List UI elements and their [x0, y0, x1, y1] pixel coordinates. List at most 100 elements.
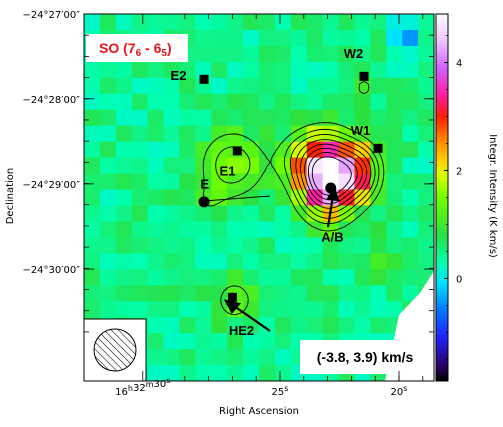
- heatmap-cell: [290, 125, 308, 143]
- heatmap-cell: [211, 61, 228, 79]
- heatmap-cell: [402, 45, 419, 63]
- heatmap-cell: [163, 317, 181, 334]
- heatmap-cell: [274, 45, 292, 63]
- heatmap-cell: [274, 221, 292, 238]
- contour-level: [202, 81, 385, 316]
- heatmap-cell: [290, 77, 308, 95]
- heatmap-cell: [99, 157, 117, 175]
- heatmap-cell: [386, 221, 403, 238]
- heatmap-cell: [274, 301, 292, 318]
- y-axis-title: Declination: [5, 168, 16, 225]
- heatmap-cell: [227, 317, 244, 334]
- heatmap-cell: [418, 237, 434, 254]
- heatmap-cell: [274, 157, 292, 175]
- heatmap-cell: [354, 237, 371, 254]
- heatmap-cell: [338, 77, 356, 95]
- contour-level: [304, 147, 363, 205]
- heatmap-cell: [322, 29, 340, 47]
- colorbar-tick-label: 4: [456, 59, 462, 70]
- heatmap-cell: [211, 333, 228, 350]
- heatmap-cell: [163, 269, 181, 286]
- heatmap-cell: [147, 301, 165, 318]
- heatmap-cell: [306, 109, 324, 127]
- heatmap-cell: [290, 317, 308, 334]
- heatmap-cell: [227, 173, 244, 191]
- heatmap-cell: [195, 301, 212, 318]
- heatmap-cell: [243, 157, 260, 175]
- heatmap-cell: [227, 109, 244, 127]
- heatmap-cell: [386, 14, 403, 31]
- heatmap-cell: [386, 205, 403, 223]
- heatmap-cell: [131, 237, 149, 254]
- heatmap-cell: [131, 269, 149, 286]
- heatmap-cell: [131, 93, 149, 111]
- heatmap-cell: [147, 221, 165, 238]
- heatmap-cell: [243, 61, 260, 79]
- heatmap-cell: [147, 125, 165, 143]
- heatmap-cell: [131, 77, 149, 95]
- heatmap-cell: [274, 29, 292, 47]
- heatmap-cell: [370, 269, 387, 286]
- heatmap-cell: [322, 301, 340, 318]
- heatmap-cell: [147, 77, 165, 95]
- heatmap-cell: [211, 317, 228, 334]
- heatmap-cell: [243, 141, 260, 159]
- x-axis-title: Right Ascension: [219, 406, 299, 417]
- heatmap-cell: [274, 237, 292, 254]
- heatmap-cell: [354, 77, 371, 95]
- heatmap-cell: [179, 205, 196, 223]
- x-tick-unit: s: [403, 384, 407, 393]
- heatmap-cell: [322, 269, 340, 286]
- heatmap-cell: [354, 269, 371, 286]
- heatmap-cell: [179, 301, 196, 318]
- beam-box: [83, 318, 147, 382]
- heatmap-cell: [274, 93, 292, 111]
- heatmap-cell: [115, 269, 133, 286]
- heatmap-cell: [386, 29, 403, 47]
- heatmap-cell: [306, 269, 324, 286]
- heatmap-cell: [243, 253, 260, 270]
- heatmap-cell: [211, 205, 228, 223]
- heatmap-cell: [370, 301, 387, 318]
- heatmap-cell: [115, 301, 133, 318]
- heatmap-cell: [211, 141, 228, 159]
- heatmap-cell: [163, 205, 181, 223]
- heatmap-cell: [402, 14, 419, 31]
- heatmap-cell: [386, 61, 403, 79]
- heatmap-cell: [115, 189, 133, 207]
- heatmap-cell: [402, 205, 419, 223]
- heatmap-cell: [259, 141, 276, 159]
- heatmap-cell: [338, 29, 356, 47]
- heatmap-cell: [259, 109, 276, 127]
- heatmap-cell: [115, 141, 133, 159]
- heatmap-cell: [259, 349, 276, 366]
- heatmap-cell: [99, 77, 117, 95]
- heatmap-cell: [274, 61, 292, 79]
- heatmap-cell: [115, 285, 133, 302]
- heatmap-cell: [84, 61, 101, 79]
- heatmap-cell: [195, 253, 212, 270]
- heatmap-cell: [179, 349, 196, 366]
- heatmap-cell: [259, 365, 276, 381]
- heatmap-cell: [370, 189, 387, 207]
- heatmap-cell: [179, 157, 196, 175]
- heatmap-cell: [322, 253, 340, 270]
- heatmap-cell: [195, 14, 212, 31]
- heatmap-cell: [386, 237, 403, 254]
- arrow-ab-head: [326, 185, 340, 202]
- heatmap-cell: [211, 221, 228, 238]
- heatmap-cell: [259, 45, 276, 63]
- heatmap-cell: [163, 301, 181, 318]
- heatmap-cell: [370, 237, 387, 254]
- heatmap-cell: [402, 77, 419, 95]
- x-tick-label: 16h32m30s: [115, 376, 170, 398]
- heatmap-cell: [99, 205, 117, 223]
- heatmap-cell: [227, 157, 244, 175]
- heatmap-cell: [386, 45, 403, 63]
- heatmap-cell: [179, 77, 196, 95]
- heatmap-cell: [354, 301, 371, 318]
- heatmap-cell: [195, 221, 212, 238]
- x-tick-unit: m: [146, 380, 154, 389]
- beam-ellipse: [93, 328, 137, 372]
- heatmap-cell: [259, 93, 276, 111]
